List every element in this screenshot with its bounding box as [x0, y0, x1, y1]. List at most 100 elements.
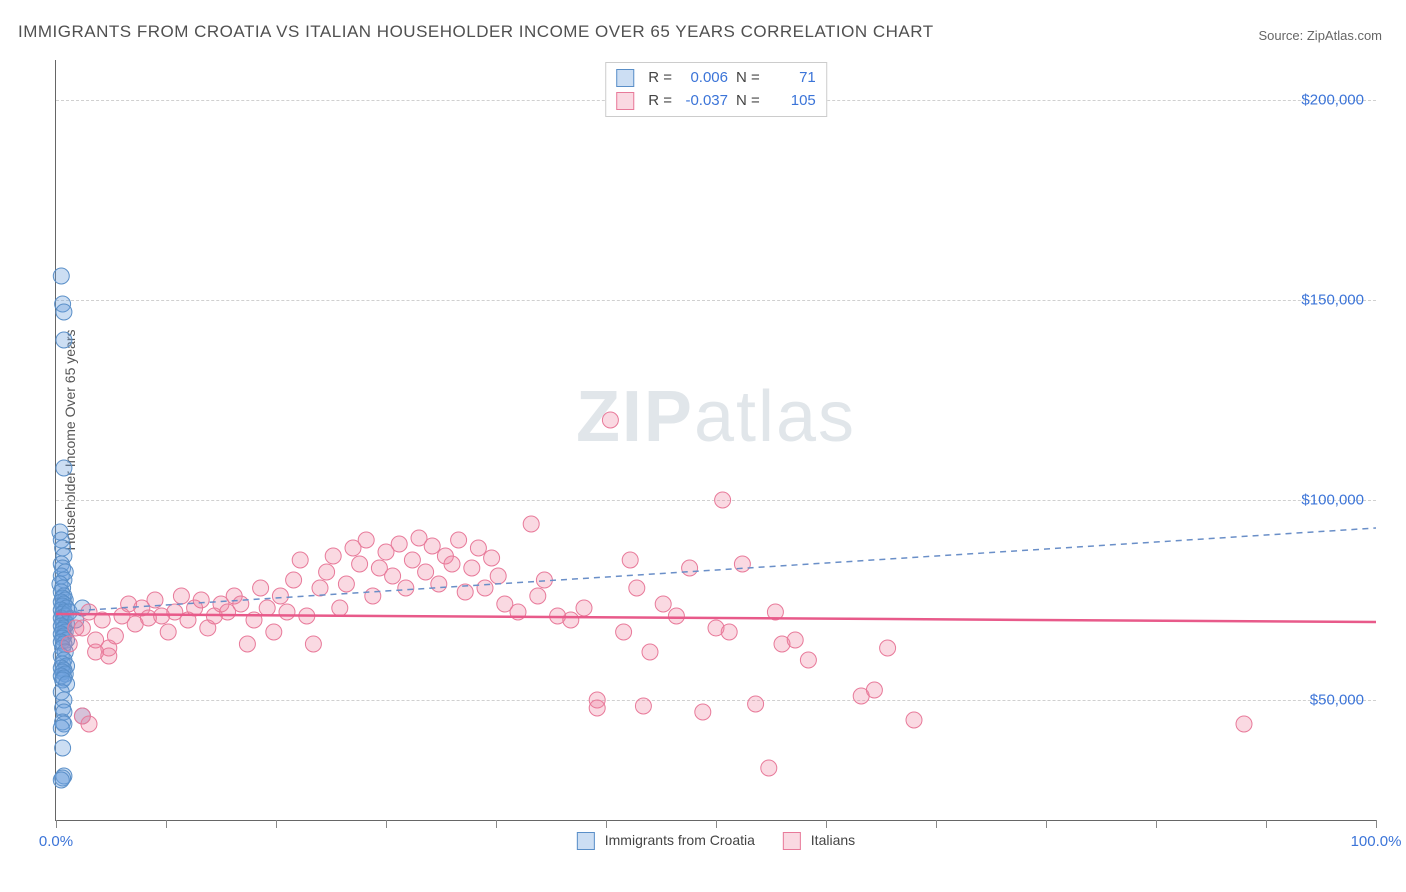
- legend-item-croatia: Immigrants from Croatia: [577, 832, 755, 850]
- bottom-legend: Immigrants from Croatia Italians: [577, 832, 855, 850]
- data-point-croatia: [53, 268, 69, 284]
- xtick-label-left: 0.0%: [39, 833, 73, 850]
- data-point-italians: [721, 624, 737, 640]
- data-point-italians: [490, 568, 506, 584]
- data-point-italians: [272, 588, 288, 604]
- xtick-label-right: 100.0%: [1351, 833, 1402, 850]
- data-point-italians: [338, 576, 354, 592]
- data-point-italians: [332, 600, 348, 616]
- data-point-italians: [312, 580, 328, 596]
- xtick: [716, 820, 717, 828]
- data-point-italians: [715, 492, 731, 508]
- data-point-italians: [655, 596, 671, 612]
- data-point-italians: [391, 536, 407, 552]
- data-point-italians: [616, 624, 632, 640]
- data-point-italians: [444, 556, 460, 572]
- stat-r-label: R =: [648, 90, 672, 113]
- stats-row-italians: R = -0.037 N = 105: [616, 90, 816, 113]
- data-point-italians: [464, 560, 480, 576]
- ytick-label: $200,000: [1301, 92, 1364, 109]
- data-point-italians: [635, 698, 651, 714]
- data-point-italians: [642, 644, 658, 660]
- xtick: [56, 820, 57, 828]
- chart-title: IMMIGRANTS FROM CROATIA VS ITALIAN HOUSE…: [18, 22, 934, 42]
- trendline-croatia: [56, 528, 1376, 612]
- data-point-italians: [477, 580, 493, 596]
- swatch-croatia: [616, 69, 634, 87]
- data-point-italians: [101, 648, 117, 664]
- legend-label-croatia: Immigrants from Croatia: [605, 832, 755, 848]
- data-point-italians: [563, 612, 579, 628]
- data-point-italians: [906, 712, 922, 728]
- stat-n-label: N =: [736, 67, 760, 90]
- data-point-italians: [576, 600, 592, 616]
- stat-r-label: R =: [648, 67, 672, 90]
- data-point-italians: [761, 760, 777, 776]
- stat-n-label: N =: [736, 90, 760, 113]
- data-point-italians: [622, 552, 638, 568]
- data-point-italians: [398, 580, 414, 596]
- data-point-italians: [173, 588, 189, 604]
- data-point-croatia: [55, 740, 71, 756]
- ytick-label: $150,000: [1301, 292, 1364, 309]
- data-point-italians: [523, 516, 539, 532]
- data-point-italians: [68, 620, 84, 636]
- xtick: [1266, 820, 1267, 828]
- xtick: [1156, 820, 1157, 828]
- data-point-italians: [107, 628, 123, 644]
- data-point-croatia: [56, 304, 72, 320]
- swatch-croatia-icon: [577, 832, 595, 850]
- data-point-italians: [358, 532, 374, 548]
- data-point-italians: [319, 564, 335, 580]
- data-point-italians: [418, 564, 434, 580]
- xtick: [936, 820, 937, 828]
- data-point-italians: [61, 636, 77, 652]
- stats-row-croatia: R = 0.006 N = 71: [616, 67, 816, 90]
- data-point-italians: [530, 588, 546, 604]
- data-point-italians: [160, 624, 176, 640]
- data-point-italians: [239, 636, 255, 652]
- scatter-layer: [56, 60, 1376, 820]
- stat-n-value-italians: 105: [768, 90, 816, 113]
- data-point-italians: [484, 550, 500, 566]
- data-point-italians: [431, 576, 447, 592]
- data-point-italians: [748, 696, 764, 712]
- swatch-italians: [616, 92, 634, 110]
- stats-legend-box: R = 0.006 N = 71 R = -0.037 N = 105: [605, 62, 827, 117]
- data-point-italians: [734, 556, 750, 572]
- ytick-label: $100,000: [1301, 492, 1364, 509]
- data-point-italians: [1236, 716, 1252, 732]
- data-point-italians: [305, 636, 321, 652]
- stat-n-value-croatia: 71: [768, 67, 816, 90]
- data-point-italians: [325, 548, 341, 564]
- swatch-italians-icon: [783, 832, 801, 850]
- xtick: [496, 820, 497, 828]
- data-point-italians: [589, 700, 605, 716]
- data-point-italians: [292, 552, 308, 568]
- data-point-italians: [787, 632, 803, 648]
- data-point-italians: [470, 540, 486, 556]
- data-point-italians: [866, 682, 882, 698]
- data-point-italians: [352, 556, 368, 572]
- legend-label-italians: Italians: [811, 832, 855, 848]
- data-point-italians: [193, 592, 209, 608]
- source-label: Source: ZipAtlas.com: [1258, 28, 1382, 43]
- data-point-croatia: [56, 460, 72, 476]
- data-point-italians: [286, 572, 302, 588]
- stat-r-value-croatia: 0.006: [680, 67, 728, 90]
- xtick: [606, 820, 607, 828]
- data-point-italians: [880, 640, 896, 656]
- ytick-label: $50,000: [1310, 692, 1364, 709]
- data-point-italians: [385, 568, 401, 584]
- stat-r-value-italians: -0.037: [680, 90, 728, 113]
- legend-item-italians: Italians: [783, 832, 855, 850]
- data-point-italians: [266, 624, 282, 640]
- data-point-italians: [629, 580, 645, 596]
- data-point-italians: [253, 580, 269, 596]
- data-point-italians: [424, 538, 440, 554]
- data-point-italians: [81, 716, 97, 732]
- data-point-italians: [279, 604, 295, 620]
- data-point-italians: [668, 608, 684, 624]
- data-point-croatia: [56, 332, 72, 348]
- data-point-italians: [695, 704, 711, 720]
